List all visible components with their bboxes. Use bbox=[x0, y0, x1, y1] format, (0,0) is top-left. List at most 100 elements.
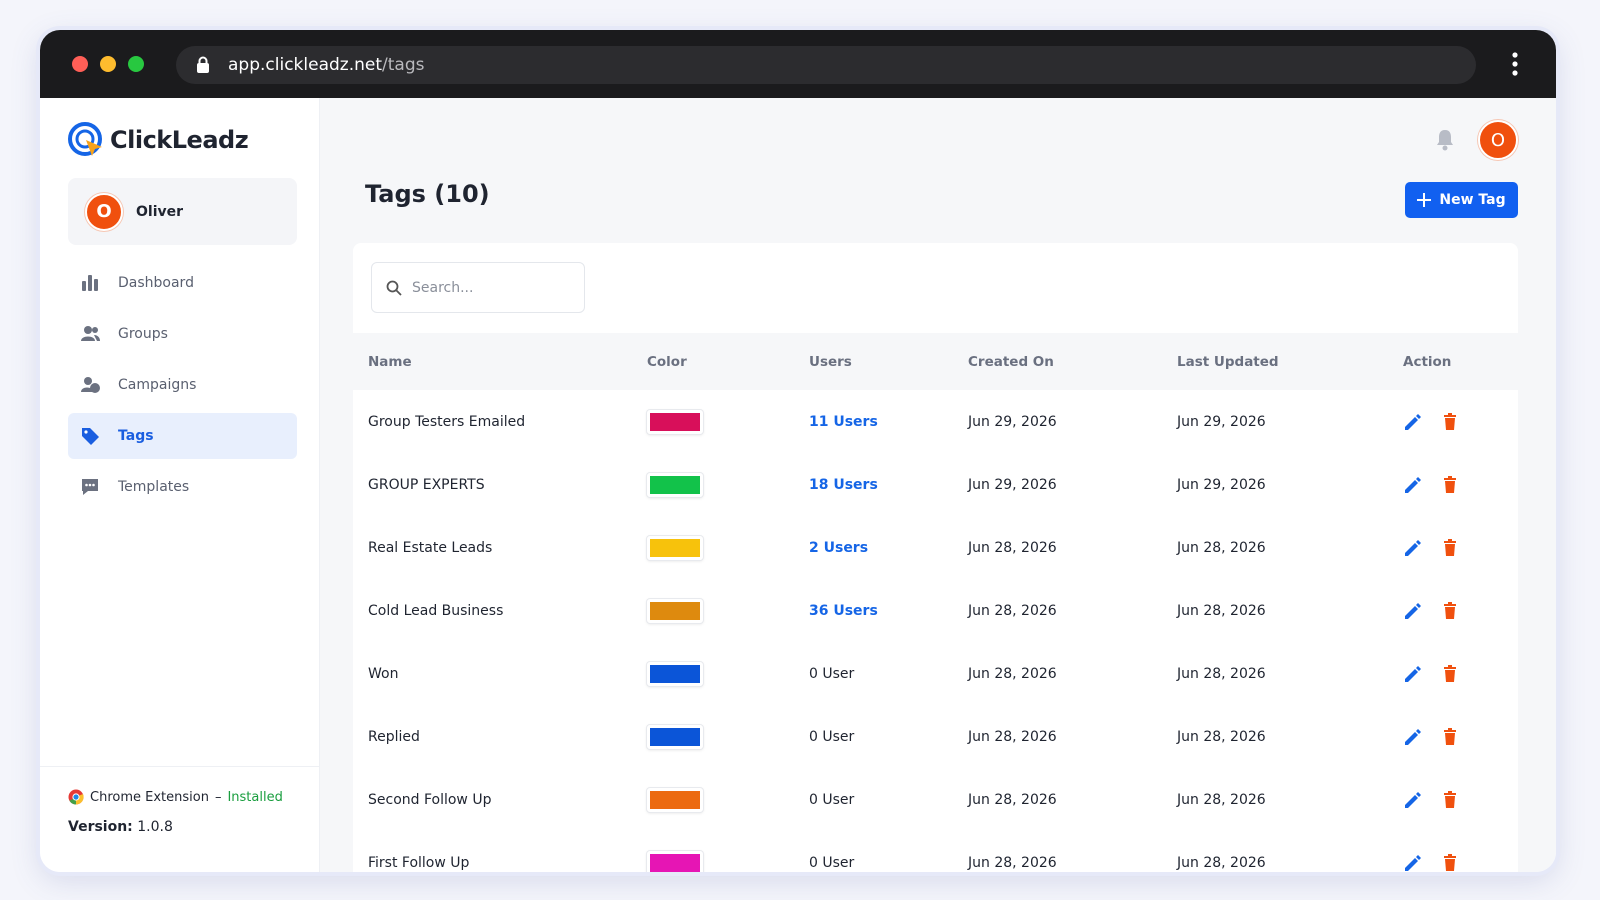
delete-button[interactable] bbox=[1443, 790, 1457, 809]
extension-label: Chrome Extension bbox=[90, 789, 209, 805]
color-swatch bbox=[647, 598, 703, 623]
color-cell bbox=[632, 787, 794, 812]
browser-bar: app.clickleadz.net/tags bbox=[40, 30, 1556, 98]
close-button[interactable] bbox=[72, 56, 88, 72]
last-updated: Jun 28, 2026 bbox=[1177, 728, 1266, 745]
table-row: Group Testers Emailed 11 Users Jun 29, 202… bbox=[353, 390, 1518, 453]
users[interactable]: 11 Users bbox=[809, 413, 878, 430]
version-value: 1.0.8 bbox=[137, 819, 173, 835]
nav-icon bbox=[82, 428, 99, 445]
color-swatch bbox=[647, 787, 703, 812]
nav-item[interactable]: Dashboard bbox=[68, 260, 297, 306]
actions bbox=[1388, 601, 1518, 620]
table-header: Name Color Users Created On Last Updated Acti… bbox=[353, 333, 1518, 390]
tag-name: Won bbox=[368, 665, 399, 682]
delete-button[interactable] bbox=[1443, 664, 1457, 683]
color-swatch bbox=[647, 724, 703, 749]
delete-button[interactable] bbox=[1443, 538, 1457, 557]
nav-label: Tags bbox=[118, 428, 154, 444]
brand[interactable]: ClickLeadz bbox=[68, 120, 249, 160]
edit-button[interactable] bbox=[1403, 413, 1421, 431]
search-box[interactable]: Search... bbox=[371, 262, 585, 313]
actions bbox=[1388, 790, 1518, 809]
nav-label: Campaigns bbox=[118, 377, 197, 393]
last-updated: Jun 29, 2026 bbox=[1177, 476, 1266, 493]
last-updated: Jun 28, 2026 bbox=[1177, 791, 1266, 808]
header-avatar[interactable]: O bbox=[1478, 120, 1518, 160]
notification-bell[interactable] bbox=[1434, 128, 1456, 152]
actions bbox=[1388, 475, 1518, 494]
new-tag-button[interactable]: New Tag bbox=[1405, 182, 1518, 218]
edit-button[interactable] bbox=[1403, 791, 1421, 809]
created-on: Jun 28, 2026 bbox=[968, 854, 1057, 871]
color-cell bbox=[632, 850, 794, 872]
search-placeholder: Search... bbox=[412, 279, 474, 296]
address-bar[interactable]: app.clickleadz.net/tags bbox=[176, 46, 1476, 84]
user-card[interactable]: O Oliver bbox=[68, 178, 297, 245]
edit-button[interactable] bbox=[1403, 665, 1421, 683]
color-cell bbox=[632, 472, 794, 497]
nav-item[interactable]: Campaigns bbox=[68, 362, 297, 408]
last-updated: Jun 29, 2026 bbox=[1177, 413, 1266, 430]
color-swatch bbox=[647, 409, 703, 434]
version-label: Version: bbox=[68, 819, 133, 835]
nav-item[interactable]: Groups bbox=[68, 311, 297, 357]
delete-button[interactable] bbox=[1443, 601, 1457, 620]
users[interactable]: 36 Users bbox=[809, 602, 878, 619]
color-swatch bbox=[647, 472, 703, 497]
created-on: Jun 29, 2026 bbox=[968, 413, 1057, 430]
users: 0 User bbox=[809, 665, 855, 682]
created-on: Jun 28, 2026 bbox=[968, 539, 1057, 556]
chrome-icon bbox=[68, 789, 84, 805]
nav-icon bbox=[82, 479, 98, 495]
nav-label: Dashboard bbox=[118, 275, 194, 291]
table-row: First Follow Up 0 User Jun 28, 2026 Jun 28,… bbox=[353, 831, 1518, 872]
actions bbox=[1388, 727, 1518, 746]
column-header: Last Updated bbox=[1177, 353, 1279, 370]
user-avatar: O bbox=[85, 192, 123, 231]
tag-name: First Follow Up bbox=[368, 854, 470, 871]
edit-button[interactable] bbox=[1403, 602, 1421, 620]
delete-button[interactable] bbox=[1443, 853, 1457, 872]
column-header: Users bbox=[809, 353, 852, 370]
extension-status-text: Installed bbox=[227, 789, 283, 805]
nav-icon bbox=[82, 275, 98, 291]
column-header: Name bbox=[368, 353, 412, 370]
color-swatch bbox=[647, 850, 703, 872]
page-title: Tags (10) bbox=[365, 180, 490, 208]
tag-name: GROUP EXPERTS bbox=[368, 476, 485, 493]
last-updated: Jun 28, 2026 bbox=[1177, 665, 1266, 682]
browser-window: app.clickleadz.net/tags ClickLeadz O Oli… bbox=[40, 30, 1556, 872]
column-header: Color bbox=[647, 353, 687, 370]
delete-button[interactable] bbox=[1443, 727, 1457, 746]
search-icon bbox=[386, 280, 402, 296]
delete-button[interactable] bbox=[1443, 475, 1457, 494]
last-updated: Jun 28, 2026 bbox=[1177, 602, 1266, 619]
nav-item[interactable]: Tags bbox=[68, 413, 297, 459]
color-cell bbox=[632, 724, 794, 749]
table-row: Second Follow Up 0 User Jun 28, 2026 Jun 28… bbox=[353, 768, 1518, 831]
sidebar-footer: Chrome Extension – Installed Version: 1.… bbox=[40, 766, 320, 835]
version: Version: 1.0.8 bbox=[68, 819, 320, 835]
lock-icon bbox=[197, 56, 209, 73]
edit-button[interactable] bbox=[1403, 539, 1421, 557]
created-on: Jun 28, 2026 bbox=[968, 665, 1057, 682]
edit-button[interactable] bbox=[1403, 476, 1421, 494]
minimize-button[interactable] bbox=[100, 56, 116, 72]
menu-button[interactable] bbox=[1512, 52, 1518, 76]
table-row: Real Estate Leads 2 Users Jun 28, 2026 Jun … bbox=[353, 516, 1518, 579]
table-row: Replied 0 User Jun 28, 2026 Jun 28, 2026 bbox=[353, 705, 1518, 768]
maximize-button[interactable] bbox=[128, 56, 144, 72]
tag-name: Group Testers Emailed bbox=[368, 413, 526, 430]
users: 0 User bbox=[809, 728, 855, 745]
delete-button[interactable] bbox=[1443, 412, 1457, 431]
table-row: Cold Lead Business 36 Users Jun 28, 2026 Ju… bbox=[353, 579, 1518, 642]
nav-item[interactable]: Templates bbox=[68, 464, 297, 510]
main: O Tags (10) New Tag Search... Name Color U… bbox=[320, 98, 1556, 872]
edit-button[interactable] bbox=[1403, 728, 1421, 746]
edit-button[interactable] bbox=[1403, 854, 1421, 872]
users[interactable]: 18 Users bbox=[809, 476, 878, 493]
users: 0 User bbox=[809, 854, 855, 871]
users[interactable]: 2 Users bbox=[809, 539, 869, 556]
color-cell bbox=[632, 535, 794, 560]
